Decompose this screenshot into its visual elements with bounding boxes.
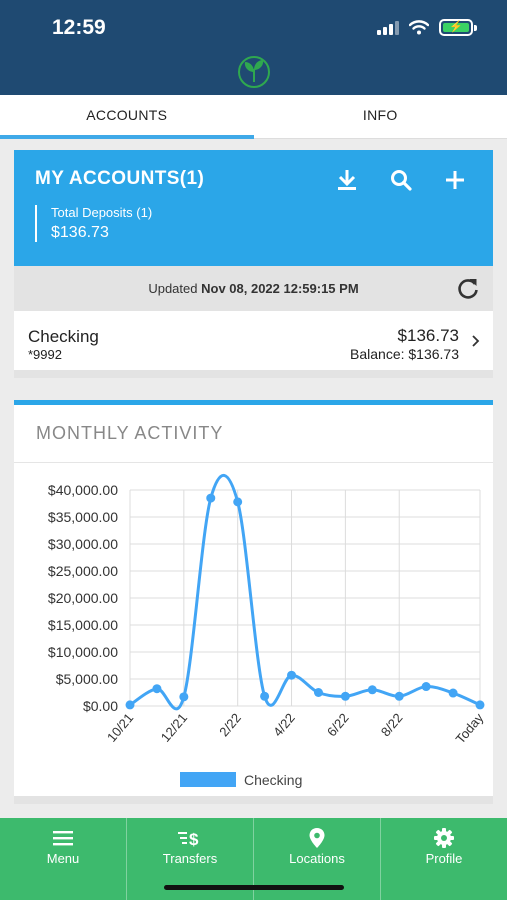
status-icons: ⚡: [377, 19, 477, 36]
x-tick-label: 10/21: [104, 710, 136, 745]
y-tick-label: $10,000.00: [48, 644, 118, 660]
y-tick-label: $0.00: [83, 698, 118, 714]
total-deposits-label: Total Deposits (1): [51, 205, 153, 220]
divider: [14, 462, 493, 463]
plus-icon: [446, 171, 464, 189]
y-tick-label: $35,000.00: [48, 509, 118, 525]
updated-text: Updated Nov 08, 2022 12:59:15 PM: [14, 281, 493, 296]
updated-bar: Updated Nov 08, 2022 12:59:15 PM: [14, 266, 493, 311]
nav-profile[interactable]: Profile: [380, 818, 507, 900]
search-icon: [391, 170, 412, 191]
y-tick-label: $20,000.00: [48, 590, 118, 606]
data-point: [340, 691, 350, 701]
add-account-button[interactable]: [439, 164, 471, 196]
data-point: [475, 700, 485, 710]
updated-timestamp: Nov 08, 2022 12:59:15 PM: [201, 281, 359, 296]
data-point: [287, 670, 297, 680]
y-tick-label: $25,000.00: [48, 563, 118, 579]
total-deposits-amount: $136.73: [51, 224, 109, 241]
x-tick-label: 8/22: [378, 710, 406, 739]
data-point: [394, 691, 404, 701]
status-time: 12:59: [52, 16, 106, 39]
data-point: [125, 700, 135, 710]
download-button[interactable]: [331, 164, 363, 196]
data-point: [448, 688, 458, 698]
data-point: [233, 497, 243, 507]
data-point: [206, 493, 216, 503]
data-point: [367, 685, 377, 695]
account-number: *9992: [28, 347, 62, 362]
total-deposits: Total Deposits (1) $136.73: [35, 205, 152, 242]
location-pin-icon: [309, 828, 325, 848]
transfers-icon: $: [178, 830, 199, 847]
menu-icon: [53, 830, 73, 845]
x-tick-label: 6/22: [324, 710, 352, 739]
y-tick-label: $5,000.00: [56, 671, 118, 687]
series-line-checking: [129, 473, 481, 711]
account-amount: $136.73: [397, 326, 459, 345]
nav-menu-label: Menu: [46, 851, 80, 866]
account-name: Checking: [28, 327, 99, 346]
status-bar: 12:59 ⚡: [0, 0, 507, 95]
home-indicator: [164, 885, 344, 890]
data-point: [313, 688, 323, 697]
wifi-icon: [409, 20, 429, 35]
chevron-right-icon: [472, 335, 480, 347]
monthly-activity-chart: $0.00 $5,000.00 $10,000.00 $15,000.00 $20,00…: [48, 473, 487, 788]
nav-menu[interactable]: Menu: [0, 818, 126, 900]
y-tick-label: $30,000.00: [48, 536, 118, 552]
x-tick-label: 12/21: [158, 710, 190, 745]
refresh-icon: [458, 279, 478, 299]
app-logo-icon: [238, 56, 270, 88]
refresh-button[interactable]: [455, 276, 481, 302]
account-balance: Balance: $136.73: [350, 346, 459, 362]
y-tick-label: $40,000.00: [48, 482, 118, 498]
x-tick-label: 2/22: [216, 710, 244, 739]
accounts-title: MY ACCOUNTS(1): [35, 168, 205, 189]
search-button[interactable]: [385, 164, 417, 196]
nav-transfers[interactable]: $ Transfers: [126, 818, 253, 900]
account-row-checking[interactable]: Checking *9992 $136.73 Balance: $136.73: [14, 311, 493, 378]
legend-label: Checking: [244, 772, 302, 788]
data-point: [260, 691, 270, 701]
accounts-header: MY ACCOUNTS(1) Total Deposits (1) $136.7…: [14, 150, 493, 266]
monthly-activity-card: MONTHLY ACTIVITY $0.00 $5,000.00 $10,000.0…: [14, 400, 493, 804]
nav-locations[interactable]: Locations: [253, 818, 380, 900]
y-tick-label: $15,000.00: [48, 617, 118, 633]
download-icon: [338, 170, 356, 190]
nav-profile-label: Profile: [425, 851, 463, 866]
monthly-activity-title: MONTHLY ACTIVITY: [36, 423, 224, 443]
data-point: [179, 692, 189, 702]
top-tabs: ACCOUNTS INFO: [0, 95, 507, 139]
data-point: [421, 682, 431, 692]
updated-label: Updated: [148, 281, 198, 296]
legend-swatch: [180, 772, 236, 787]
x-tick-label: Today: [453, 710, 487, 747]
nav-transfers-label: Transfers: [162, 851, 218, 866]
accounts-actions: [331, 164, 471, 196]
tab-info[interactable]: INFO: [362, 107, 398, 123]
battery-icon: ⚡: [439, 19, 477, 36]
nav-locations-label: Locations: [289, 851, 345, 866]
tab-accounts[interactable]: ACCOUNTS: [0, 95, 254, 139]
data-point: [152, 684, 162, 694]
gear-icon: [434, 828, 454, 848]
cellular-signal-icon: [377, 20, 399, 35]
svg-text:$: $: [189, 830, 199, 847]
x-tick-label: 4/22: [270, 710, 298, 739]
